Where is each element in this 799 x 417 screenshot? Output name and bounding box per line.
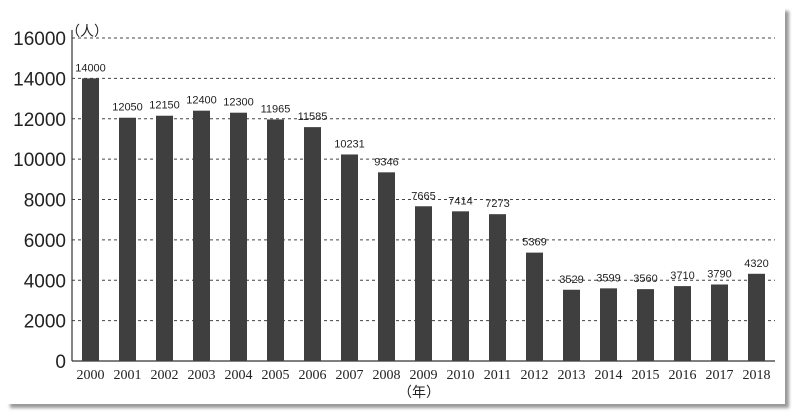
bar-2015 xyxy=(637,289,654,361)
y-tick-label: 12000 xyxy=(13,110,66,131)
y-tick-label: 6000 xyxy=(24,231,66,252)
y-tick-label: 8000 xyxy=(24,191,66,212)
data-label: 10231 xyxy=(334,138,365,150)
x-tick-label: 2017 xyxy=(706,368,734,383)
y-tick-labels: 0 2000 4000 6000 8000 10000 12000 14000 16000 xyxy=(13,29,66,373)
bar-2008 xyxy=(378,172,395,361)
y-tick-label: 14000 xyxy=(13,69,66,90)
x-tick-labels: 2000 2001 2002 2003 2004 2005 2006 2007 2008 2009… xyxy=(77,368,771,383)
data-label: 3790 xyxy=(707,268,731,280)
bar-2009 xyxy=(415,206,432,361)
x-tick-label: 2004 xyxy=(225,368,253,383)
y-tick-label: 16000 xyxy=(13,29,66,50)
y-tick-label: 10000 xyxy=(13,150,66,171)
data-label: 7414 xyxy=(448,195,472,207)
bar-2000 xyxy=(82,78,99,361)
x-tick-label: 2009 xyxy=(410,368,438,383)
x-axis-unit: （年） xyxy=(398,385,440,401)
bar-2013 xyxy=(563,289,580,361)
x-tick-label: 2013 xyxy=(558,368,586,383)
bar-2001 xyxy=(119,117,136,361)
data-label: 12150 xyxy=(149,100,180,112)
y-axis-unit: （人） xyxy=(66,24,108,40)
bar-2017 xyxy=(711,284,728,361)
bar-2016 xyxy=(674,286,691,361)
x-tick-label: 2006 xyxy=(299,368,327,383)
x-tick-label: 2011 xyxy=(484,368,511,383)
data-label: 3710 xyxy=(670,270,694,282)
data-label: 14000 xyxy=(75,62,106,74)
data-label: 5369 xyxy=(522,237,546,249)
data-label: 7273 xyxy=(485,198,509,210)
data-label: 9346 xyxy=(374,156,398,168)
data-label: 7665 xyxy=(411,190,435,202)
data-label: 3560 xyxy=(633,273,657,285)
data-label: 12050 xyxy=(112,102,143,114)
data-label: 12300 xyxy=(223,97,254,109)
data-labels: 14000 12050 12150 12400 12300 11965 11585 10231… xyxy=(75,62,769,285)
bar-2012 xyxy=(526,252,543,361)
y-tick-label: 0 xyxy=(55,352,66,373)
bar-2007 xyxy=(341,154,358,361)
x-tick-label: 2010 xyxy=(447,368,475,383)
x-tick-label: 2008 xyxy=(373,368,401,383)
bar-2005 xyxy=(267,119,284,361)
x-tick-label: 2012 xyxy=(521,368,549,383)
bar-2010 xyxy=(452,211,469,361)
bar-2006 xyxy=(304,127,321,362)
x-tick-label: 2016 xyxy=(669,368,697,383)
data-label: 4320 xyxy=(744,258,768,270)
bar-2004 xyxy=(230,112,247,361)
bar-2002 xyxy=(156,115,173,361)
bars xyxy=(82,78,765,362)
x-tick-label: 2001 xyxy=(114,368,142,383)
bar-2011 xyxy=(489,214,506,361)
x-tick-label: 2000 xyxy=(77,368,105,383)
y-tick-label: 4000 xyxy=(24,271,66,292)
bar-2014 xyxy=(600,288,617,361)
x-tick-label: 2005 xyxy=(262,368,290,383)
bar-2003 xyxy=(193,110,210,361)
x-tick-label: 2018 xyxy=(743,368,771,383)
data-label: 12400 xyxy=(186,95,217,107)
x-tick-label: 2014 xyxy=(595,368,623,383)
data-label: 3599 xyxy=(596,272,620,284)
x-tick-label: 2002 xyxy=(151,368,179,383)
x-tick-label: 2007 xyxy=(336,368,364,383)
bar-2018 xyxy=(748,273,765,361)
x-tick-label: 2015 xyxy=(632,368,660,383)
y-tick-label: 2000 xyxy=(24,312,66,333)
data-label: 11965 xyxy=(261,103,291,115)
x-tick-label: 2003 xyxy=(188,368,216,383)
data-label: 11585 xyxy=(298,111,328,123)
data-label: 3529 xyxy=(559,274,583,286)
